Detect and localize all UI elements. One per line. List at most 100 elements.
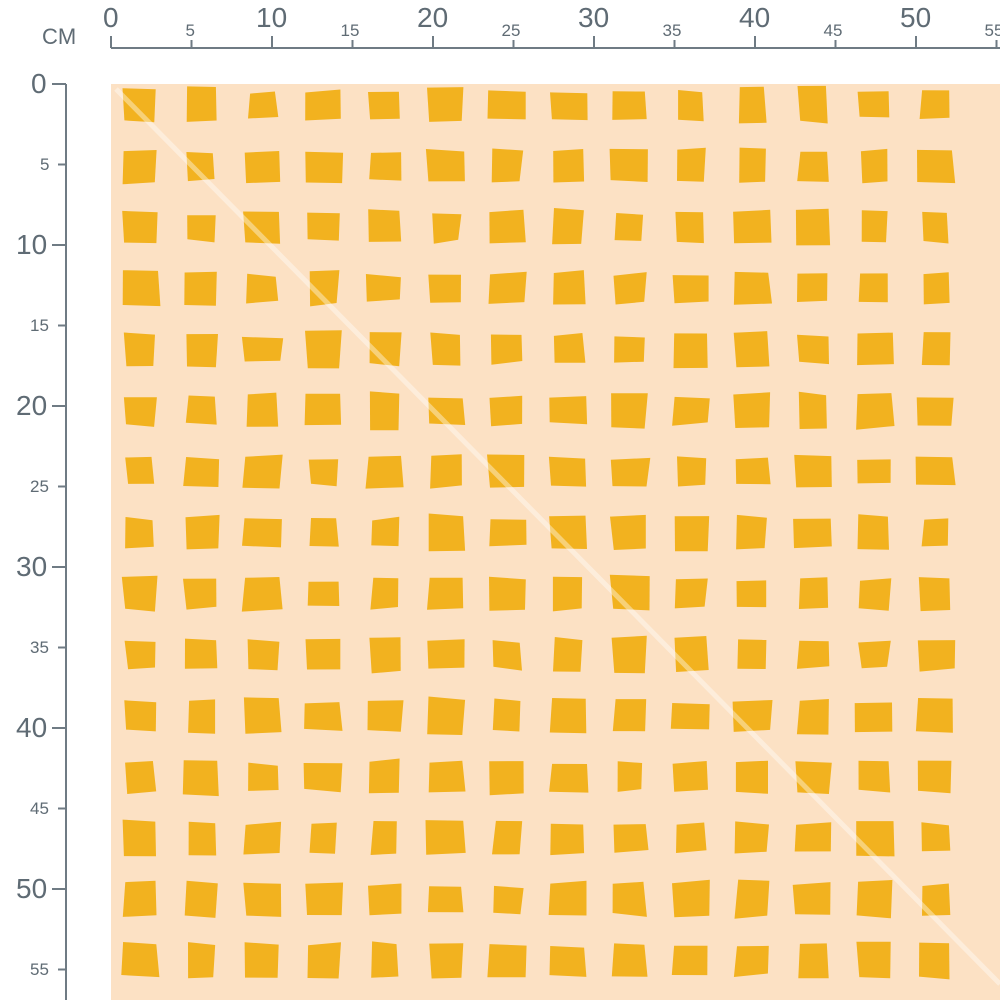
pattern-square <box>857 459 891 484</box>
pattern-square <box>552 208 584 245</box>
pattern-square <box>307 212 340 241</box>
left-ruler-tick-label: 35 <box>30 637 49 657</box>
pattern-square <box>368 758 400 794</box>
pattern-square <box>550 823 585 856</box>
pattern-square <box>182 760 219 797</box>
top-ruler-tick-label: 10 <box>256 2 288 33</box>
left-ruler-tick-label: 45 <box>30 798 49 818</box>
pattern-square <box>738 86 767 124</box>
pattern-square <box>370 577 399 610</box>
pattern-square <box>797 151 829 182</box>
pattern-square <box>305 151 344 184</box>
left-ruler-tick-label: 30 <box>16 551 48 582</box>
pattern-square <box>797 273 828 302</box>
pattern-square <box>186 86 217 122</box>
pattern-square <box>369 152 402 181</box>
pattern-square <box>734 879 770 919</box>
pattern-square <box>922 211 949 244</box>
left-ruler-tick-label: 40 <box>16 712 48 743</box>
pattern-square <box>121 575 158 612</box>
pattern-square <box>915 456 956 486</box>
pattern-square <box>678 90 704 122</box>
pattern-square <box>733 331 770 368</box>
pattern-square <box>184 880 218 918</box>
pattern-square <box>242 454 283 489</box>
pattern-square <box>917 640 956 672</box>
pattern-square <box>492 698 521 732</box>
top-ruler-tick-label: 55 <box>984 21 1000 40</box>
pattern-square <box>610 514 646 550</box>
pattern-square <box>611 943 648 977</box>
pattern-square <box>610 457 651 487</box>
top-ruler-tick-label: 30 <box>578 2 610 33</box>
pattern-square <box>243 211 281 244</box>
pattern-square <box>487 944 527 978</box>
pattern-square <box>613 272 647 305</box>
pattern-square <box>670 703 710 730</box>
pattern-square <box>188 942 216 979</box>
pattern-square <box>188 821 217 856</box>
pattern-square <box>548 880 587 916</box>
pattern-square <box>549 946 587 977</box>
left-ruler-tick-label: 55 <box>30 959 49 979</box>
top-ruler-tick-label: 25 <box>501 21 521 40</box>
pattern-square <box>125 517 154 549</box>
pattern-square <box>732 700 773 732</box>
pattern-square <box>734 821 769 854</box>
pattern-square <box>611 635 647 674</box>
top-ruler-tick-label: 50 <box>900 2 932 33</box>
pattern-square <box>246 273 279 304</box>
pattern-square <box>488 271 527 304</box>
pattern-square <box>371 941 399 978</box>
pattern-square <box>613 824 649 853</box>
pattern-square <box>549 515 587 549</box>
pattern-square <box>427 87 464 122</box>
pattern-square <box>186 152 215 182</box>
pattern-square <box>184 638 218 669</box>
pattern-square <box>248 91 279 119</box>
pattern-square <box>674 516 710 552</box>
pattern-square <box>861 210 888 243</box>
pattern-square <box>549 396 588 425</box>
pattern-square <box>243 882 282 917</box>
pattern-square <box>858 640 891 669</box>
pattern-square <box>796 640 830 669</box>
square-pattern <box>111 84 1000 1000</box>
pattern-square <box>432 213 462 244</box>
pattern-square <box>309 822 337 854</box>
pattern-square <box>492 640 522 671</box>
pattern-square <box>305 89 341 121</box>
pattern-square <box>923 272 950 305</box>
pattern-square <box>303 763 343 793</box>
ruler-unit-label: CM <box>42 24 77 49</box>
pattern-square <box>122 270 161 307</box>
pattern-square <box>735 457 771 485</box>
pattern-square <box>612 881 647 917</box>
pattern-square <box>797 334 829 365</box>
pattern-square <box>611 393 648 429</box>
pattern-square <box>122 210 158 244</box>
pattern-square <box>244 942 279 978</box>
pattern-square <box>919 90 950 119</box>
pattern-square <box>307 581 340 606</box>
pattern-square <box>425 820 466 855</box>
pattern-square <box>370 821 397 855</box>
pattern-square <box>368 91 400 120</box>
pattern-square <box>677 147 706 182</box>
pattern-square <box>487 90 526 120</box>
pattern-square <box>614 336 645 363</box>
pattern-square <box>123 397 157 427</box>
pattern-square <box>365 274 401 302</box>
pattern-square <box>733 392 771 428</box>
top-ruler-tick-label: 40 <box>739 2 771 33</box>
pattern-square <box>733 271 772 305</box>
top-ruler-tick-label: 15 <box>340 21 360 40</box>
pattern-square <box>489 395 523 427</box>
pattern-square <box>553 333 586 363</box>
pattern-square <box>122 880 157 917</box>
pattern-square <box>673 333 708 369</box>
pattern-square <box>672 879 710 918</box>
pattern-square <box>739 147 766 183</box>
pattern-square <box>860 148 888 184</box>
pattern-square <box>858 273 888 303</box>
